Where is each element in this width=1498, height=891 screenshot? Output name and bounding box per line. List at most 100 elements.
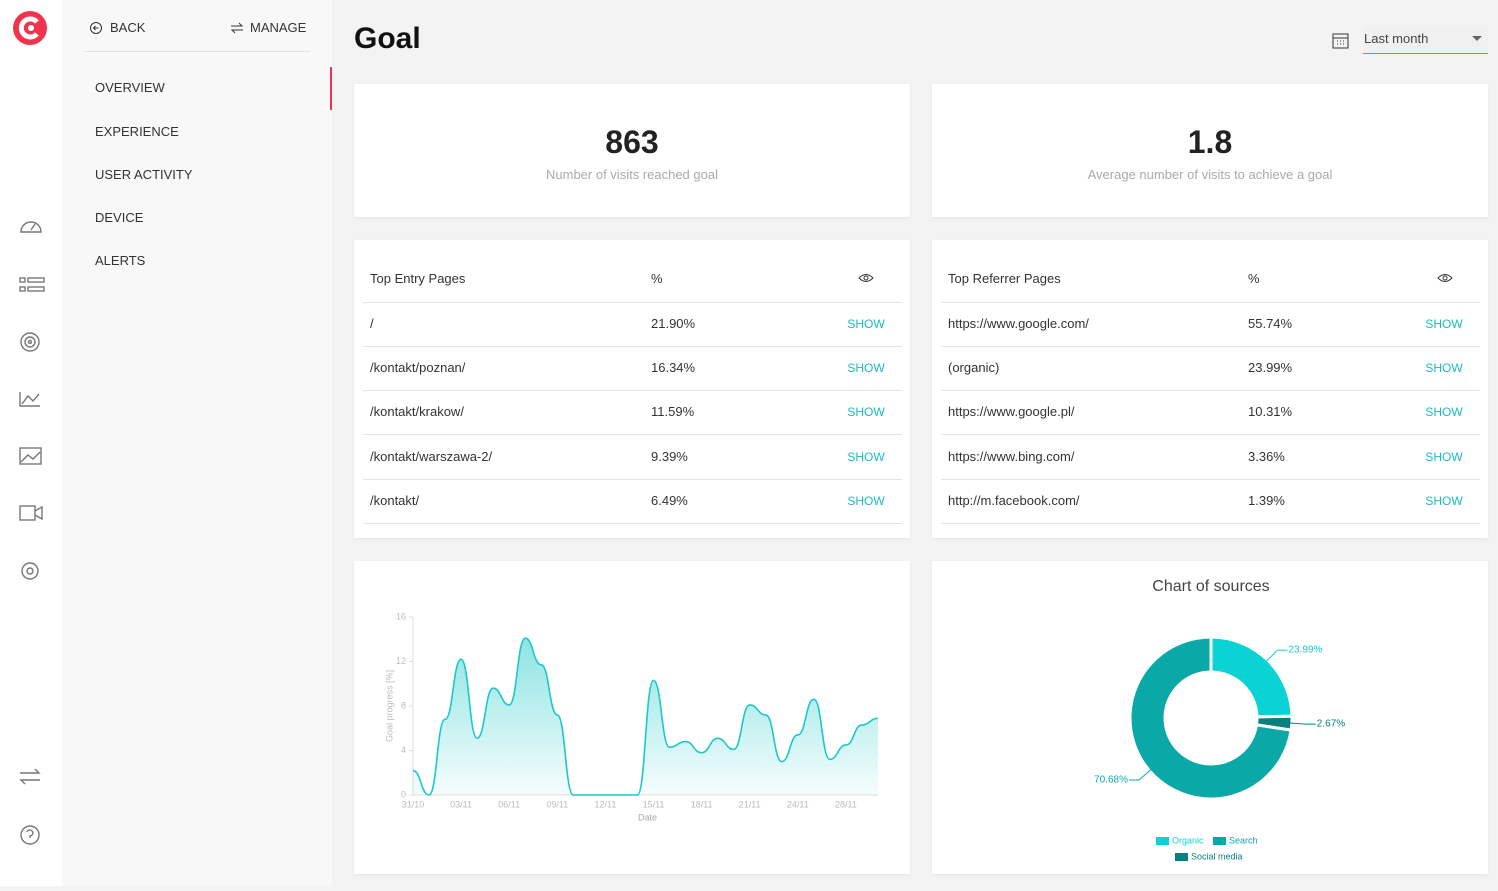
percent-cell: 23.99% <box>1248 360 1293 376</box>
switch-icon[interactable] <box>19 768 41 785</box>
nav-item[interactable]: ALERTS <box>95 253 146 268</box>
calendar-icon <box>1332 33 1349 49</box>
y-axis-label: Goal progress [%] <box>384 670 394 742</box>
show-link[interactable]: SHOW <box>1425 405 1463 420</box>
y-tick-label: 16 <box>396 611 406 621</box>
column-header: Top Entry Pages <box>370 271 466 286</box>
nav-panel <box>62 0 332 886</box>
nav-divider <box>84 51 310 52</box>
row-divider <box>363 522 902 524</box>
percent-cell: 55.74% <box>1248 316 1293 331</box>
slice-label: 70.68% <box>1094 775 1128 786</box>
x-tick-label: 12/11 <box>594 799 616 809</box>
page-cell: https://www.google.pl/ <box>948 404 1075 420</box>
slice-label: 23.99% <box>1288 645 1322 656</box>
table-card: Top Referrer Pages% https://www.google.co… <box>932 240 1488 538</box>
eye-icon <box>1437 274 1453 282</box>
image-icon[interactable] <box>19 447 42 465</box>
stat-value: 1.8 <box>1187 124 1233 160</box>
legend-label: Search <box>1229 835 1258 845</box>
eye-icon <box>858 274 874 282</box>
back-button[interactable]: BACK <box>110 20 146 35</box>
show-link[interactable]: SHOW <box>1425 317 1463 331</box>
date-select-value: Last month <box>1364 31 1429 46</box>
show-link[interactable]: SHOW <box>847 449 885 464</box>
active-indicator <box>330 67 332 110</box>
chart-card: Chart of sources 23.99% 2.67% 70.68% Organic… <box>932 561 1488 874</box>
manage-icon <box>230 22 244 34</box>
rail-icons <box>13 11 47 845</box>
x-tick-label: 24/11 <box>787 799 809 809</box>
nav-item[interactable]: OVERVIEW <box>95 80 165 95</box>
donut-slice <box>1128 635 1293 801</box>
analytics-icon[interactable] <box>19 392 40 407</box>
percent-cell: 11.59% <box>651 404 695 420</box>
nav-item[interactable]: USER ACTIVITY <box>95 167 193 182</box>
legend-label: Organic <box>1172 835 1204 845</box>
stat-label: Average number of visits to achieve a go… <box>1087 167 1333 182</box>
settings-icon[interactable] <box>21 562 39 580</box>
page-cell: /kontakt/poznan/ <box>370 360 466 376</box>
chart-card: 0 4 8 12 16 31/10 03/11 06/11 09/11 12/11 15/11 18/… <box>354 561 910 874</box>
manage-button[interactable]: MANAGE <box>250 20 307 35</box>
column-header: Top Referrer Pages <box>948 271 1061 286</box>
stat-card: 863 Number of visits reached goal <box>354 84 910 217</box>
show-link[interactable]: SHOW <box>847 405 885 420</box>
x-tick-label: 28/11 <box>835 799 857 809</box>
back-icon <box>90 22 102 34</box>
stat-value: 863 <box>605 124 659 160</box>
slice-label: 2.67% <box>1317 719 1345 730</box>
video-icon[interactable] <box>19 505 36 521</box>
nav-item[interactable]: EXPERIENCE <box>95 124 179 139</box>
percent-cell: 6.49% <box>651 492 688 508</box>
donut-slice <box>1209 635 1294 719</box>
help-icon[interactable] <box>20 825 40 845</box>
percent-cell: 3.36% <box>1248 448 1285 464</box>
row-divider <box>363 302 902 303</box>
x-tick-label: 31/10 <box>402 799 425 809</box>
dropdown-arrow <box>1472 36 1482 41</box>
percent-cell: 1.39% <box>1248 492 1285 508</box>
nav-item[interactable]: DEVICE <box>95 210 144 225</box>
show-link[interactable]: SHOW <box>1425 449 1463 464</box>
row-divider <box>941 390 1480 392</box>
show-link[interactable]: SHOW <box>847 361 885 376</box>
column-header: % <box>1248 271 1260 286</box>
stat-label: Number of visits reached goal <box>546 167 718 182</box>
area <box>413 638 878 795</box>
legend-swatch <box>1175 853 1188 861</box>
icon-rail <box>0 0 62 886</box>
goal-icon[interactable] <box>20 332 40 352</box>
y-tick-label: 4 <box>401 745 406 755</box>
x-tick-label: 15/11 <box>643 799 665 809</box>
y-tick-label: 12 <box>396 656 406 666</box>
page-cell: https://www.google.com/ <box>948 316 1089 331</box>
date-select[interactable]: Last month <box>1363 27 1488 54</box>
x-tick-label: 18/11 <box>691 799 713 809</box>
show-link[interactable]: SHOW <box>847 317 885 331</box>
dashboard-icon[interactable] <box>20 221 42 233</box>
y-tick-label: 8 <box>401 700 406 710</box>
percent-cell: 21.90% <box>651 316 696 331</box>
show-link[interactable]: SHOW <box>847 493 885 508</box>
table-card: Top Entry Pages% / 21.90% SHOW/kontakt/pozn… <box>354 240 910 538</box>
row-divider <box>941 346 1480 347</box>
page-cell: /kontakt/warszawa-2/ <box>370 448 493 464</box>
show-link[interactable]: SHOW <box>1425 493 1463 508</box>
column-header: % <box>651 271 663 286</box>
row-divider <box>941 434 1480 436</box>
y-tick-label: 0 <box>401 789 406 799</box>
x-tick-label: 09/11 <box>546 799 568 809</box>
row-divider <box>363 390 902 392</box>
x-tick-label: 06/11 <box>498 799 520 809</box>
leader-line <box>1265 649 1288 662</box>
row-divider <box>363 346 902 347</box>
page-title: Goal <box>354 22 421 55</box>
row-divider <box>363 478 902 480</box>
page-cell: (organic) <box>948 360 1000 376</box>
percent-cell: 10.31% <box>1248 404 1293 420</box>
x-tick-label: 21/11 <box>739 799 761 809</box>
show-link[interactable]: SHOW <box>1425 361 1463 376</box>
x-axis-label: Date <box>638 812 657 822</box>
page-cell: http://m.facebook.com/ <box>948 492 1080 508</box>
